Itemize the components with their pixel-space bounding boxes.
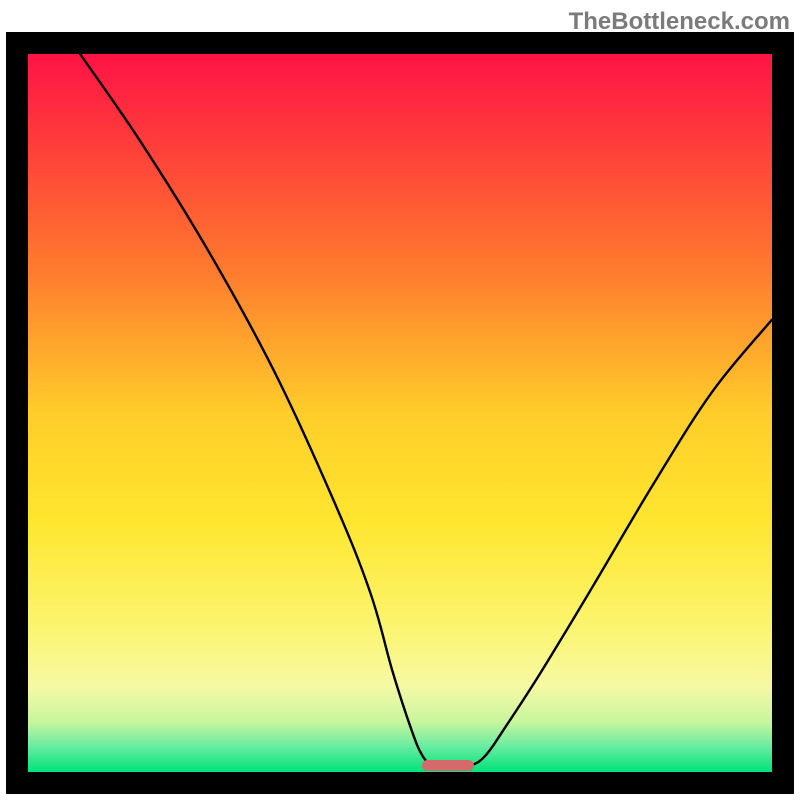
bottleneck-curve xyxy=(28,54,772,772)
chart-container: TheBottleneck.com xyxy=(0,0,800,800)
optimal-marker xyxy=(422,760,474,771)
chart-frame xyxy=(6,32,794,794)
plot-area xyxy=(28,54,772,772)
